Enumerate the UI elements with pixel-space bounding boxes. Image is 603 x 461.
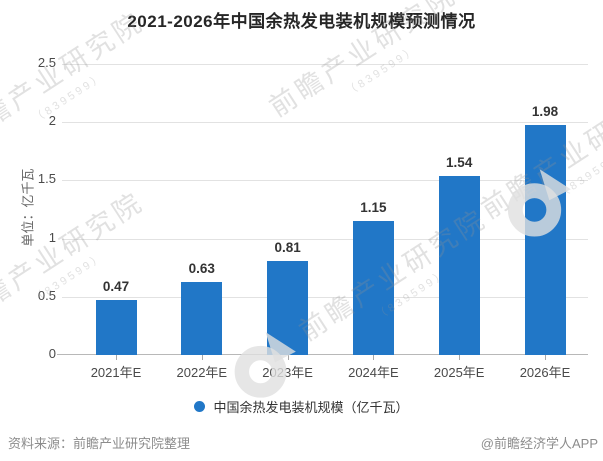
bar-value-label: 0.81 [274, 239, 301, 255]
y-tick-label: 0.5 [37, 287, 56, 303]
bar [438, 175, 480, 355]
legend: 中国余热发电装机规模（亿千瓦） [0, 397, 603, 416]
bar-value-label: 0.47 [102, 279, 130, 295]
x-tick-mark [373, 355, 375, 360]
x-axis-line [57, 354, 588, 355]
chart-title: 2021-2026年中国余热发电装机规模预测情况 [127, 12, 476, 31]
y-tick-label: 2 [48, 113, 56, 129]
bar [181, 281, 223, 355]
x-tick-label: 2023年E [262, 365, 313, 380]
x-tick-mark [545, 355, 546, 360]
credit-text: @前瞻经济学人APP [480, 436, 598, 451]
x-tick-label: 2025年E [433, 365, 485, 380]
gridline [62, 64, 588, 65]
x-tick-mark [116, 355, 117, 360]
y-tick-label: 2.5 [37, 55, 56, 70]
x-tick-label: 2022年E [176, 365, 228, 380]
legend-marker-icon [194, 401, 206, 412]
x-tick-label: 2024年E [348, 365, 399, 380]
x-tick-label: 2026年E [519, 365, 571, 380]
bar [95, 300, 137, 355]
bar-value-label: 1.98 [531, 103, 559, 119]
bar-value-label: 0.63 [188, 260, 215, 276]
bar [352, 221, 394, 355]
bar-value-label: 1.15 [360, 200, 387, 216]
y-axis-unit-label: 单位：亿千瓦 [20, 168, 36, 247]
gridline [62, 296, 588, 298]
source-text: 资料来源：前瞻产业研究院整理 [8, 436, 191, 451]
legend-label: 中国余热发电装机规模（亿千瓦） [213, 400, 409, 415]
footer: 资料来源：前瞻产业研究院整理 @前瞻经济学人APP [8, 433, 598, 452]
x-tick-mark [201, 355, 203, 360]
gridline [62, 122, 588, 124]
plot-area: 0.47 0.63 0.81 1.15 1.54 1.98 [57, 64, 588, 355]
y-tick-label: 1 [48, 229, 56, 245]
y-tick-label: 1.5 [37, 171, 56, 187]
x-tick-label: 2021年E [90, 365, 142, 380]
y-tick-label: 0 [48, 346, 56, 361]
bar [267, 260, 309, 355]
gridline [62, 238, 588, 240]
bar-value-label: 1.54 [446, 154, 473, 170]
x-tick-mark [287, 355, 289, 360]
bar [524, 124, 566, 355]
gridline [62, 180, 588, 182]
x-tick-mark [459, 355, 461, 360]
